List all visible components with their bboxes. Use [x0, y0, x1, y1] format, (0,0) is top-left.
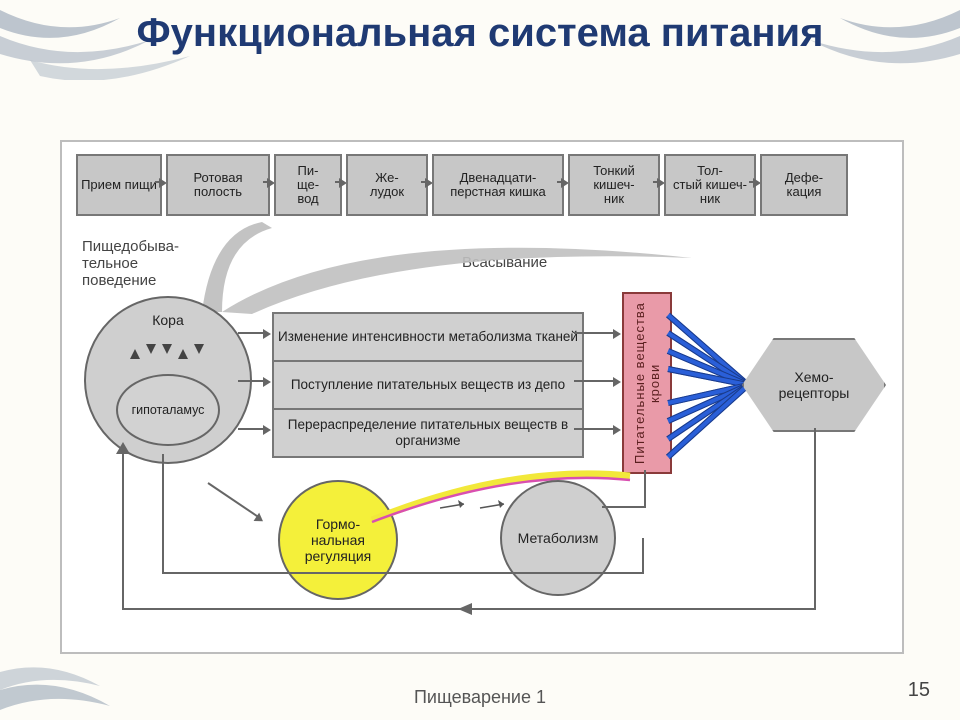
toparrow-1 — [263, 181, 272, 183]
midrect-0: Изменение интенсивности метаболизма ткан… — [272, 312, 584, 362]
hypothalamus-label: гипоталамус — [132, 403, 205, 417]
line-pink-metab-h — [602, 506, 646, 508]
arrow-cortex-hormone — [207, 482, 261, 519]
page-number: 15 — [908, 679, 930, 702]
topbox-2: Пи- ще- вод — [274, 154, 342, 216]
topbox-4: Двенадцати- перстная кишка — [432, 154, 564, 216]
feedback-line-v1 — [814, 428, 816, 608]
topbox-7: Дефе- кация — [760, 154, 848, 216]
arrow-to-midrect-2 — [238, 380, 268, 382]
toparrow-3 — [421, 181, 430, 183]
midrect-1: Поступление питательных веществ из депо — [272, 360, 584, 410]
diagram-canvas: Прием пищиРотовая полостьПи- ще- водЖе- … — [60, 140, 904, 654]
hormone-circle: Гормо- нальная регуляция — [278, 480, 398, 600]
topbox-6: Тол- стый кишеч- ник — [664, 154, 756, 216]
hormone-label: Гормо- нальная регуляция — [305, 516, 372, 564]
arrow-mid-pink-1 — [574, 332, 618, 334]
line-pink-metab — [644, 470, 646, 506]
chemoreceptors-hex: Хемо- рецепторы — [742, 338, 886, 432]
cortex-label: Кора — [152, 312, 184, 328]
toparrow-2 — [335, 181, 344, 183]
nutrients-block: Питательные вещества крови — [622, 292, 672, 474]
line-inner-h — [162, 572, 642, 574]
free-label-0: Пищедобыва- тельное поведение — [82, 238, 179, 289]
slide: Функциональная система питания Прием пищ… — [0, 0, 960, 720]
metabolism-label: Метаболизм — [518, 530, 599, 546]
topbox-3: Же- лудок — [346, 154, 428, 216]
arrow-to-midrect-1 — [238, 332, 268, 334]
topbox-0: Прием пищи — [76, 154, 162, 216]
hypothalamus-circle: гипоталамус — [116, 374, 220, 446]
footer-note: Пищеварение 1 — [0, 687, 960, 708]
toparrow-0 — [155, 181, 164, 183]
free-label-1: Всасывание — [462, 254, 547, 271]
toparrow-6 — [749, 181, 758, 183]
line-inner-v — [642, 538, 644, 574]
metabolism-circle: Метаболизм — [500, 480, 616, 596]
topbox-1: Ротовая полость — [166, 154, 270, 216]
arrow-mid-pink-2 — [574, 380, 618, 382]
arrow-to-midrect-3 — [238, 428, 268, 430]
slide-title: Функциональная система питания — [0, 10, 960, 56]
topbox-5: Тонкий кишеч- ник — [568, 154, 660, 216]
nutrients-label: Питательные вещества крови — [632, 294, 662, 472]
arrow-mid-pink-3 — [574, 428, 618, 430]
feedback-line-h — [122, 608, 816, 610]
chemoreceptors-label: Хемо- рецепторы — [779, 369, 850, 401]
midrect-2: Перераспределение питательных веществ в … — [272, 408, 584, 458]
toparrow-4 — [557, 181, 566, 183]
toparrow-5 — [653, 181, 662, 183]
line-hypo-down — [162, 454, 164, 572]
feedback-line-v2 — [122, 452, 124, 610]
